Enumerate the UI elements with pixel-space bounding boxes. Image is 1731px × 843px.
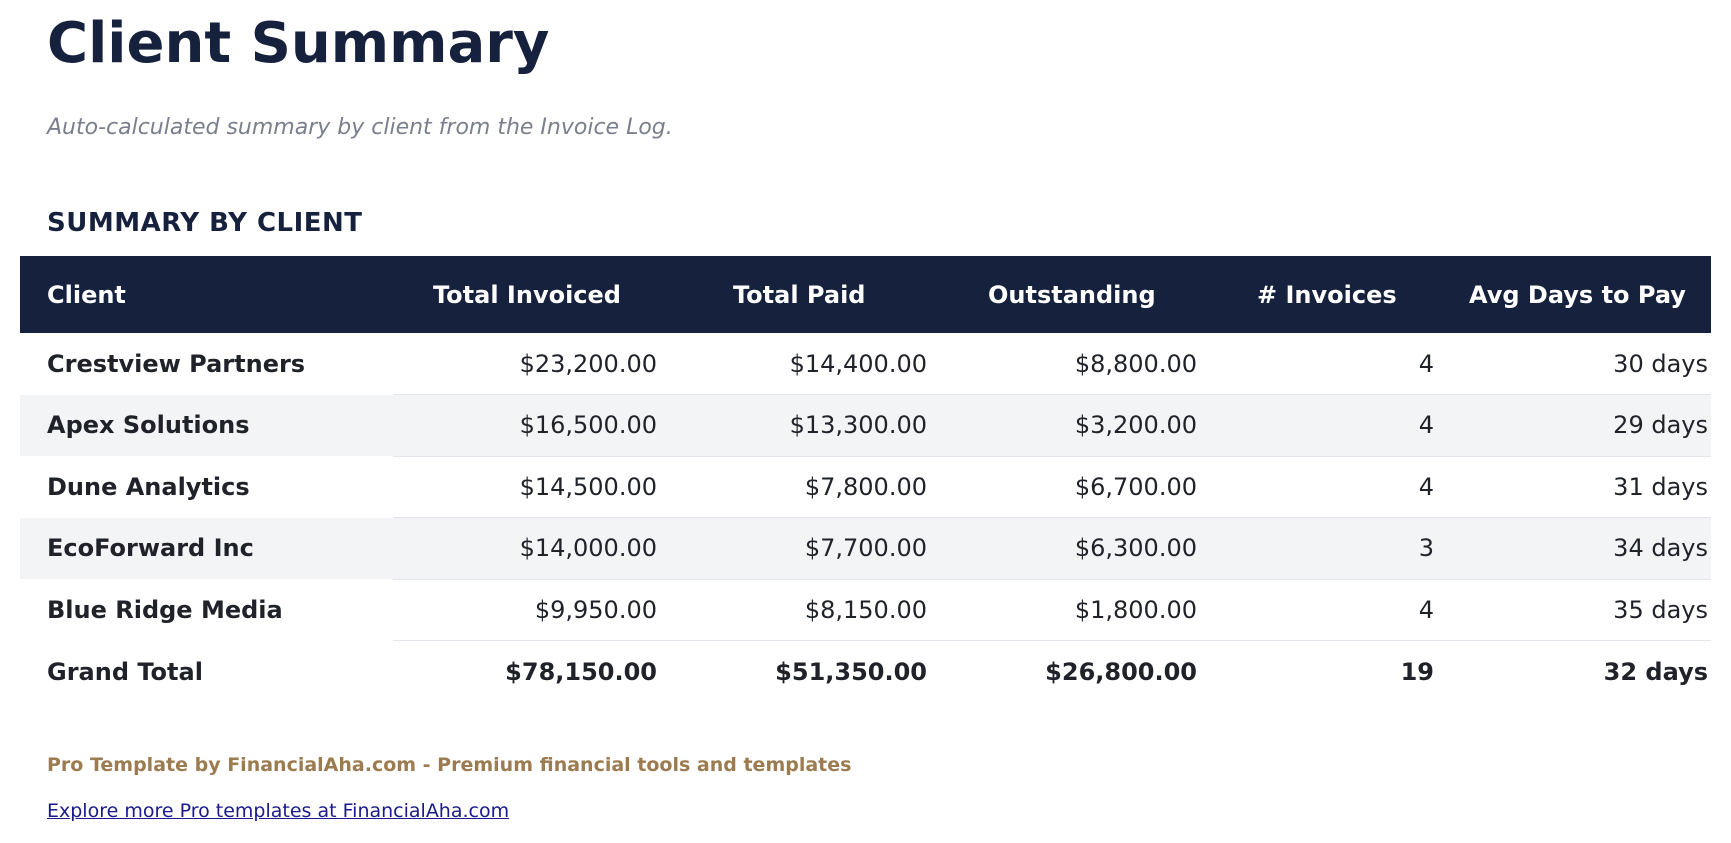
client-name: Apex Solutions: [47, 411, 250, 440]
total-invoiced: $23,200.00: [393, 333, 665, 395]
table-row: EcoForward Inc $14,000.00 $7,700.00 $6,3…: [20, 517, 1711, 580]
table-row: Crestview Partners $23,200.00 $14,400.00…: [20, 333, 1711, 395]
outstanding: $1,800.00: [935, 579, 1205, 641]
grand-total-label: Grand Total: [47, 657, 203, 686]
explore-templates-link[interactable]: Explore more Pro templates at FinancialA…: [47, 800, 510, 822]
avg-days-to-pay: 30 days: [1442, 333, 1711, 395]
client-name: EcoForward Inc: [47, 534, 254, 563]
outstanding: $6,300.00: [935, 517, 1205, 580]
client-name: Blue Ridge Media: [47, 595, 283, 624]
grand-total-avg-days: 32 days: [1603, 657, 1708, 686]
table-row: Dune Analytics $14,500.00 $7,800.00 $6,7…: [20, 456, 1711, 518]
avg-days-to-pay: 34 days: [1442, 517, 1711, 580]
grand-total-outstanding: $26,800.00: [1045, 657, 1197, 686]
invoice-count: 4: [1205, 456, 1442, 518]
table-row: Apex Solutions $16,500.00 $13,300.00 $3,…: [20, 394, 1711, 457]
avg-days-to-pay: 35 days: [1442, 579, 1711, 641]
table-header: Client Total Invoiced Total Paid Outstan…: [20, 256, 1711, 333]
grand-total-invoice-count: 19: [1400, 657, 1434, 686]
total-paid: $7,800.00: [665, 456, 935, 518]
grand-total-paid: $51,350.00: [775, 657, 927, 686]
invoice-count: 4: [1205, 333, 1442, 395]
grand-total-invoiced: $78,150.00: [505, 657, 657, 686]
invoice-count: 4: [1205, 579, 1442, 641]
section-title: SUMMARY BY CLIENT: [47, 208, 363, 238]
column-header-avg-days: Avg Days to Pay: [1469, 280, 1686, 309]
total-paid: $14,400.00: [665, 333, 935, 395]
total-invoiced: $14,500.00: [393, 456, 665, 518]
page-subtitle: Auto-calculated summary by client from t…: [47, 115, 673, 140]
client-name: Crestview Partners: [47, 349, 306, 378]
total-invoiced: $9,950.00: [393, 579, 665, 641]
footer-brand-text: Pro Template by FinancialAha.com - Premi…: [47, 754, 852, 776]
table-body: Crestview Partners $23,200.00 $14,400.00…: [20, 333, 1711, 703]
table-header-row: Client Total Invoiced Total Paid Outstan…: [20, 256, 1711, 333]
table-row: Blue Ridge Media $9,950.00 $8,150.00 $1,…: [20, 579, 1711, 641]
outstanding: $6,700.00: [935, 456, 1205, 518]
grand-total-row: Grand Total $78,150.00 $51,350.00 $26,80…: [20, 641, 1711, 703]
total-paid: $13,300.00: [665, 394, 935, 457]
outstanding: $8,800.00: [935, 333, 1205, 395]
total-paid: $7,700.00: [665, 517, 935, 580]
total-invoiced: $14,000.00: [393, 517, 665, 580]
invoice-count: 4: [1205, 394, 1442, 457]
column-header-outstanding: Outstanding: [988, 280, 1156, 309]
column-header-total-invoiced: Total Invoiced: [433, 280, 621, 309]
column-header-client: Client: [47, 280, 126, 309]
client-summary-table: Client Total Invoiced Total Paid Outstan…: [20, 256, 1711, 703]
invoice-count: 3: [1205, 517, 1442, 580]
client-name: Dune Analytics: [47, 472, 250, 501]
avg-days-to-pay: 31 days: [1442, 456, 1711, 518]
column-header-total-paid: Total Paid: [733, 280, 866, 309]
total-paid: $8,150.00: [665, 579, 935, 641]
outstanding: $3,200.00: [935, 394, 1205, 457]
total-invoiced: $16,500.00: [393, 394, 665, 457]
avg-days-to-pay: 29 days: [1442, 394, 1711, 457]
column-header-invoice-count: # Invoices: [1257, 280, 1397, 309]
page-title: Client Summary: [47, 11, 550, 76]
